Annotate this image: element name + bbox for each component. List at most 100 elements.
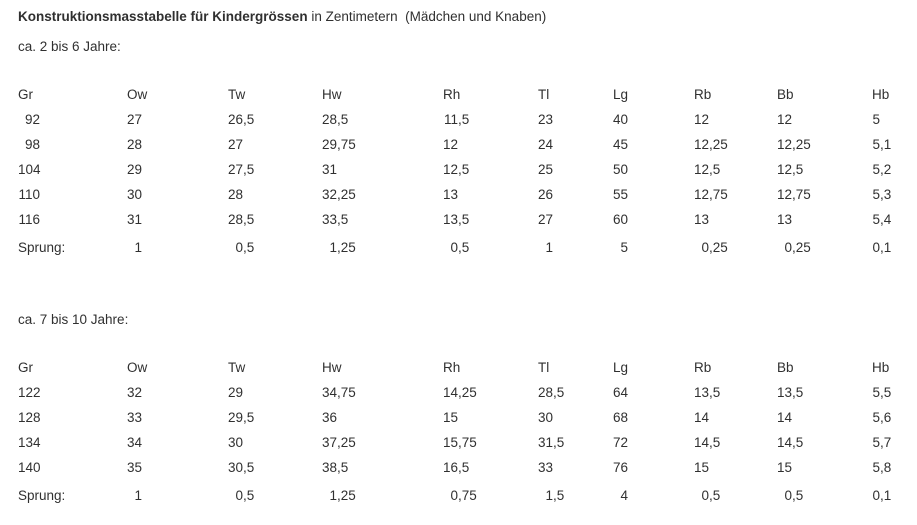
- value-integer-part: 13: [777, 385, 793, 400]
- value-fraction-part: ,25: [337, 240, 356, 255]
- table-cell: 31: [322, 157, 443, 182]
- sprung-label: Sprung:: [18, 240, 66, 255]
- sprung-cell: 0,5: [694, 480, 777, 508]
- column-header-hw: Hw: [322, 359, 342, 375]
- value-integer-part: 28: [228, 212, 244, 227]
- value-integer-part: 64: [613, 385, 629, 400]
- table-row: 128 33 29,5 36 15 30 68 14 14 5,6: [18, 405, 917, 430]
- table-cell: 35: [127, 455, 228, 480]
- value-fraction-part: ,5: [243, 460, 255, 475]
- value-integer-part: 12: [443, 162, 459, 177]
- table-cell: 15: [777, 455, 872, 480]
- value-fraction-part: ,75: [337, 137, 356, 152]
- column-header-ow: Ow: [127, 86, 148, 102]
- sprung-cell: 0,1: [872, 480, 917, 508]
- value-integer-part: 0: [701, 488, 709, 503]
- table-cell: 13: [777, 207, 872, 232]
- value-integer-part: 32: [127, 385, 143, 400]
- value-integer-part: 4: [620, 488, 628, 503]
- value-integer-part: 27: [228, 162, 244, 177]
- value-fraction-part: ,3: [880, 187, 892, 202]
- table-cell: 116: [18, 207, 127, 232]
- value-integer-part: 0: [784, 240, 792, 255]
- table-cell: 27,5: [228, 157, 322, 182]
- table-cell: 72: [613, 430, 694, 455]
- value-integer-part: 33: [127, 410, 143, 425]
- value-fraction-part: ,75: [458, 435, 477, 450]
- value-fraction-part: ,5: [337, 460, 349, 475]
- value-integer-part: 28: [322, 112, 338, 127]
- value-integer-part: 26: [538, 187, 554, 202]
- table-cell: 23: [538, 107, 613, 132]
- sprung-cell: 0,5: [777, 480, 872, 508]
- table-cell: 5,2: [872, 157, 917, 182]
- table-cell: 12: [694, 107, 777, 132]
- value-fraction-part: ,5: [337, 112, 349, 127]
- table-cell: 28,5: [228, 207, 322, 232]
- value-integer-part: 36: [322, 410, 338, 425]
- table-cell: 30: [538, 405, 613, 430]
- table-cell: 34: [127, 430, 228, 455]
- table-cell: 92: [18, 107, 127, 132]
- table-cell: 31,5: [538, 430, 613, 455]
- table-cell: 12,5: [443, 157, 538, 182]
- value-integer-part: 12: [694, 137, 710, 152]
- column-header-rb: Rb: [694, 359, 712, 375]
- value-fraction-part: ,75: [792, 187, 811, 202]
- value-integer-part: 34: [127, 435, 143, 450]
- value-integer-part: 14: [777, 410, 793, 425]
- table-cell: 24: [538, 132, 613, 157]
- age-range-label: ca. 7 bis 10 Jahre:: [18, 312, 129, 327]
- value-integer-part: 15: [694, 460, 710, 475]
- table-cell: 11,5: [443, 107, 538, 132]
- table-cell: 98: [18, 132, 127, 157]
- value-integer-part: 29: [322, 137, 338, 152]
- value-integer-part: 28: [228, 187, 244, 202]
- value-integer-part: 31: [322, 162, 338, 177]
- value-fraction-part: ,6: [880, 410, 892, 425]
- table-cell: 5,7: [872, 430, 917, 455]
- value-fraction-part: ,5: [709, 488, 721, 503]
- column-header-tw: Tw: [228, 359, 246, 375]
- sprung-cell: 1: [127, 480, 228, 508]
- table-cell: 104: [18, 157, 127, 182]
- sprung-cell: 0,5: [228, 480, 322, 508]
- table-cell: 14,5: [777, 430, 872, 455]
- value-integer-part: 5: [872, 162, 880, 177]
- value-fraction-part: ,75: [458, 488, 477, 503]
- column-header-tw: Tw: [228, 86, 246, 102]
- value-fraction-part: ,5: [792, 435, 804, 450]
- table-cell: 5,3: [872, 182, 917, 207]
- table-row: 134 34 30 37,25 15,75 31,5 72 14,5 14,5 5,7: [18, 430, 917, 455]
- column-header-rh: Rh: [443, 359, 461, 375]
- value-integer-part: 30: [228, 460, 244, 475]
- table-cell: 55: [613, 182, 694, 207]
- measurement-table: Gr Ow Tw Hw Rh Tl Lg Rb Bb Hb 92 27 26,5 28,5 11,5 23 40…: [18, 81, 917, 260]
- table-cell: 5,1: [872, 132, 917, 157]
- value-integer-part: 1: [545, 488, 553, 503]
- value-integer-part: 110: [18, 187, 40, 202]
- value-integer-part: 32: [322, 187, 338, 202]
- table-cell: 33: [538, 455, 613, 480]
- value-integer-part: 60: [613, 212, 629, 227]
- value-integer-part: 5: [872, 112, 880, 127]
- table-row: 104 29 27,5 31 12,5 25 50 12,5 12,5 5,2: [18, 157, 917, 182]
- value-integer-part: 128: [18, 410, 41, 425]
- table-cell: 60: [613, 207, 694, 232]
- value-fraction-part: ,4: [880, 212, 892, 227]
- column-header-hb: Hb: [872, 359, 890, 375]
- value-fraction-part: ,25: [792, 240, 811, 255]
- table-cell: 68: [613, 405, 694, 430]
- value-fraction-part: ,1: [880, 240, 892, 255]
- table-cell: 33,5: [322, 207, 443, 232]
- value-integer-part: 1: [134, 488, 142, 503]
- value-integer-part: 15: [443, 410, 459, 425]
- value-integer-part: 15: [443, 435, 459, 450]
- table-cell: 27: [228, 132, 322, 157]
- table-cell: 13: [694, 207, 777, 232]
- table-cell: 13,5: [443, 207, 538, 232]
- table-cell: 29: [127, 157, 228, 182]
- table-cell: 16,5: [443, 455, 538, 480]
- value-integer-part: 29: [228, 385, 244, 400]
- sprung-cell: 0,25: [777, 232, 872, 260]
